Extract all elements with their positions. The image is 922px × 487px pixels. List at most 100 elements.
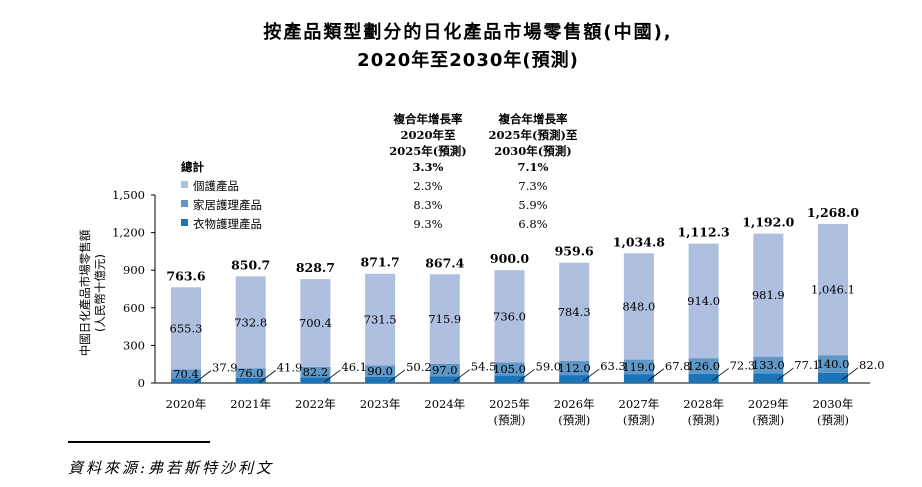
home-value-label: 82.2 bbox=[303, 365, 329, 379]
home-value-label: 119.0 bbox=[622, 360, 655, 374]
total-value-label: 959.6 bbox=[555, 244, 594, 259]
bar-segment-personal bbox=[235, 276, 266, 369]
clothing-value-label: 63.3 bbox=[600, 359, 626, 373]
cagr-value-2020-2025: 2.3% bbox=[413, 179, 442, 193]
cagr-value-2025-2030: 6.8% bbox=[518, 217, 547, 231]
cagr-value-2020-2025: 8.3% bbox=[413, 198, 442, 212]
personal-care-value-label: 732.8 bbox=[234, 315, 267, 329]
bar-segment-home bbox=[235, 368, 266, 378]
home-value-label: 112.0 bbox=[558, 361, 591, 375]
bar-segment-home bbox=[688, 358, 719, 374]
leader-line bbox=[647, 368, 665, 382]
leader-line bbox=[259, 370, 276, 383]
cagr-header-2020-2025: 複合年增長率 bbox=[393, 112, 463, 126]
total-value-label: 900.0 bbox=[490, 251, 529, 266]
cagr-value-2025-2030: 5.9% bbox=[518, 198, 547, 212]
total-value-label: 871.7 bbox=[361, 255, 400, 270]
bar-segment-clothing bbox=[494, 375, 525, 383]
bar-segment-clothing bbox=[300, 377, 331, 383]
leader-line bbox=[453, 369, 471, 382]
source-divider bbox=[68, 441, 210, 443]
bar-segment-home bbox=[365, 365, 396, 377]
bar-segment-home bbox=[494, 362, 525, 376]
x-tick-label-year: 2029年 bbox=[748, 397, 789, 411]
x-tick-label-year: 2021年 bbox=[230, 397, 271, 411]
y-axis-label-line2: (人民幣十億元) bbox=[93, 254, 107, 332]
bar-segment-home bbox=[753, 356, 784, 374]
x-tick-label-year: 2030年 bbox=[813, 397, 854, 411]
clothing-value-label: 72.3 bbox=[730, 358, 756, 372]
total-value-label: 763.6 bbox=[166, 268, 205, 283]
bar-segment-personal bbox=[300, 279, 331, 367]
chart-title-line1: 按產品類型劃分的日化產品市場零售額(中國), bbox=[263, 21, 672, 43]
x-tick-label-year: 2027年 bbox=[619, 397, 660, 411]
cagr-header-2025-2030: 2025年(預測)至 bbox=[489, 128, 578, 142]
home-value-label: 70.4 bbox=[173, 367, 199, 381]
leader-line bbox=[712, 368, 729, 381]
personal-care-value-label: 731.5 bbox=[364, 313, 397, 327]
bar-segment-clothing bbox=[429, 376, 460, 383]
legend-swatch bbox=[181, 200, 188, 207]
total-value-label: 850.7 bbox=[231, 257, 270, 272]
x-tick-label-year: 2025年 bbox=[489, 397, 530, 411]
bar-segment-clothing bbox=[623, 374, 654, 383]
personal-care-value-label: 655.3 bbox=[170, 321, 203, 335]
clothing-value-label: 67.8 bbox=[665, 359, 691, 373]
leader-line bbox=[582, 368, 600, 382]
leader-line bbox=[777, 367, 794, 381]
cagr-header-2025-2030: 複合年增長率 bbox=[498, 112, 568, 126]
personal-care-value-label: 981.9 bbox=[752, 288, 785, 302]
cagr-value-2025-2030: 7.1% bbox=[518, 160, 549, 174]
x-tick-label-note: (預測) bbox=[558, 413, 590, 427]
total-value-label: 1,112.3 bbox=[677, 225, 729, 240]
clothing-value-label: 59.0 bbox=[536, 359, 562, 373]
leader-line bbox=[194, 370, 212, 383]
x-tick-label-year: 2026年 bbox=[554, 397, 595, 411]
x-tick-label-note: (預測) bbox=[817, 413, 849, 427]
clothing-value-label: 77.1 bbox=[794, 358, 820, 372]
x-tick-label-year: 2028年 bbox=[683, 397, 724, 411]
y-tick-label: 900 bbox=[123, 263, 145, 277]
x-tick-label-note: (預測) bbox=[494, 413, 526, 427]
bar-segment-clothing bbox=[688, 373, 719, 383]
personal-care-value-label: 700.4 bbox=[299, 316, 332, 330]
source-note: 資料來源:弗若斯特沙利文 bbox=[68, 459, 275, 477]
cagr-value-2025-2030: 7.3% bbox=[518, 179, 547, 193]
leader-line bbox=[388, 369, 406, 383]
bar-segment-home bbox=[171, 369, 201, 379]
clothing-value-label: 50.2 bbox=[406, 360, 432, 374]
home-value-label: 126.0 bbox=[687, 359, 720, 373]
personal-care-value-label: 914.0 bbox=[687, 294, 720, 308]
y-tick-label: 1,200 bbox=[112, 226, 145, 240]
clothing-value-label: 82.0 bbox=[859, 358, 885, 372]
bar-segment-home bbox=[559, 361, 590, 376]
leader-line bbox=[841, 367, 859, 381]
personal-care-value-label: 715.9 bbox=[428, 312, 461, 326]
y-axis-label-line1: 中國日化產品市場零售額 bbox=[78, 229, 92, 356]
bar-segment-home bbox=[300, 366, 331, 378]
cagr-header-2025-2030: 2030年(預測) bbox=[494, 144, 571, 158]
home-value-label: 105.0 bbox=[493, 362, 526, 376]
clothing-value-label: 46.1 bbox=[341, 360, 367, 374]
total-value-label: 1,192.0 bbox=[742, 215, 794, 230]
bar-segment-personal bbox=[171, 287, 201, 370]
home-value-label: 76.0 bbox=[238, 366, 264, 380]
cagr-value-2020-2025: 3.3% bbox=[413, 160, 444, 174]
cagr-header-2020-2025: 2020年至 bbox=[400, 128, 456, 142]
cagr-header-2020-2025: 2025年(預測) bbox=[389, 144, 466, 158]
personal-care-value-label: 848.0 bbox=[622, 299, 655, 313]
clothing-value-label: 37.9 bbox=[212, 361, 238, 375]
total-value-label: 1,268.0 bbox=[807, 205, 859, 220]
bar-segment-home bbox=[429, 364, 460, 377]
bar-segment-clothing bbox=[753, 373, 784, 383]
home-value-label: 140.0 bbox=[817, 357, 850, 371]
bar-segment-personal bbox=[753, 233, 784, 357]
total-value-label: 1,034.8 bbox=[613, 234, 665, 249]
y-tick-label: 0 bbox=[138, 376, 145, 390]
x-tick-label-note: (預測) bbox=[688, 413, 720, 427]
personal-care-value-label: 736.0 bbox=[493, 309, 526, 323]
leader-line bbox=[324, 369, 341, 383]
leader-line bbox=[518, 368, 535, 382]
home-value-label: 97.0 bbox=[432, 363, 458, 377]
clothing-value-label: 41.9 bbox=[277, 360, 303, 374]
